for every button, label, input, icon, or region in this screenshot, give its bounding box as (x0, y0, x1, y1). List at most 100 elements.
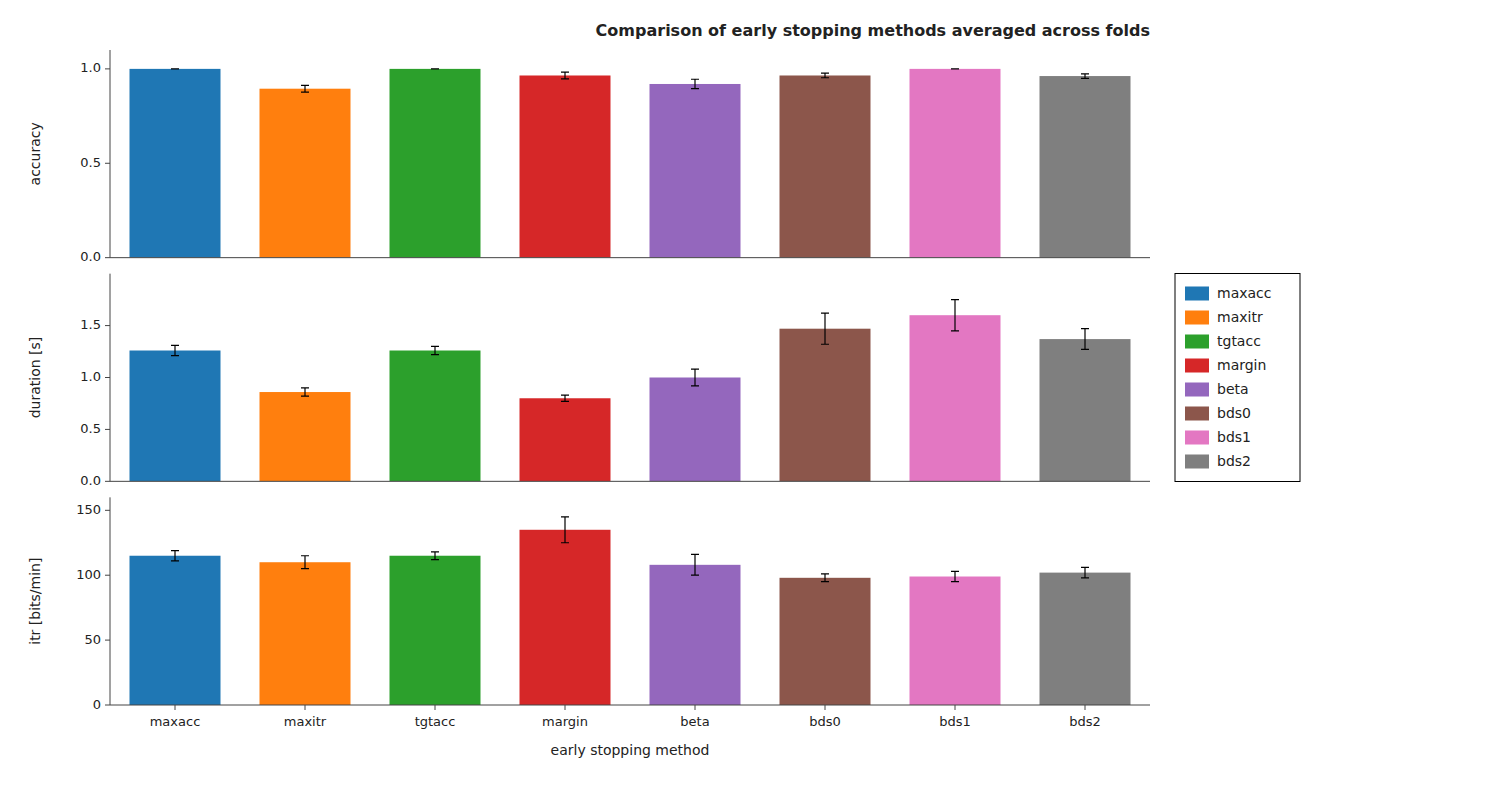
legend-label: beta (1217, 381, 1249, 397)
title: Comparison of early stopping methods ave… (596, 21, 1150, 40)
y-tick-label: 0.0 (80, 249, 101, 264)
legend-label: bds2 (1217, 453, 1251, 469)
y-tick-label: 0 (93, 697, 101, 712)
error-bar (171, 551, 179, 561)
error-bar (301, 388, 309, 396)
bar (650, 84, 741, 258)
error-bar (691, 79, 699, 88)
legend-swatch (1185, 335, 1209, 349)
bar (520, 530, 611, 705)
error-bar (821, 313, 829, 344)
x-tick (435, 705, 436, 710)
bar (650, 565, 741, 705)
error-bar (171, 68, 179, 69)
bar (260, 89, 351, 258)
x-tick (305, 705, 306, 710)
x-axis-line (110, 481, 1150, 482)
x-tick (825, 705, 826, 710)
marks (130, 69, 1131, 258)
bar (260, 562, 351, 705)
y-tick (105, 429, 110, 430)
legend-label: margin (1217, 357, 1266, 373)
error-bar (561, 72, 569, 79)
bar (520, 75, 611, 257)
x-tick (955, 705, 956, 710)
panel: 0.0 0.5 1.0 accuracy Comparison of early sto… (27, 21, 1150, 264)
x-tick-label: margin (542, 714, 588, 729)
error-bar (301, 85, 309, 92)
x-tick (565, 705, 566, 710)
error-bar (561, 517, 569, 543)
y-tick-label: 0.5 (80, 155, 101, 170)
legend-label: maxitr (1217, 309, 1263, 325)
bar (130, 351, 221, 482)
error-bar (431, 552, 439, 560)
x-tick (175, 705, 176, 710)
panel: 050100150maxaccmaxitrtgtaccmarginbetabds… (27, 497, 1150, 758)
bar (910, 69, 1001, 258)
error-bar (821, 73, 829, 78)
legend-swatch (1185, 431, 1209, 445)
chart: 0.0 0.5 1.0 accuracy Comparison of early sto… (0, 0, 1500, 800)
y-tick (105, 68, 110, 69)
y-tick-label: 1.0 (80, 369, 101, 384)
bar (390, 351, 481, 482)
y-axis-label: itr [bits/min] (27, 558, 43, 645)
bar (130, 556, 221, 705)
legend-frame (1175, 274, 1300, 482)
y-tick (105, 705, 110, 706)
x-tick-label: maxacc (150, 714, 201, 729)
y-tick-label: 1.0 (80, 60, 101, 75)
y-axis-label: accuracy (27, 122, 43, 185)
bar (520, 398, 611, 481)
bar (260, 392, 351, 481)
legend-swatch (1185, 311, 1209, 325)
x-tick-label: bds2 (1069, 714, 1101, 729)
legend-label: bds1 (1217, 429, 1251, 445)
error-bar (171, 345, 179, 355)
bar (390, 556, 481, 705)
y-tick-label: 50 (84, 632, 101, 647)
legend: maxaccmaxitrtgtaccmarginbetabds0bds1bds2 (1175, 274, 1300, 482)
error-bar (691, 369, 699, 386)
x-tick-label: maxitr (284, 714, 327, 729)
y-tick (105, 640, 110, 641)
panel: 0.00.51.01.5duration [s] (27, 274, 1150, 488)
bar (390, 69, 481, 258)
x-axis-line (110, 705, 1150, 706)
error-bar (431, 68, 439, 69)
y-tick (105, 575, 110, 576)
x-tick (1085, 705, 1086, 710)
error-bar (1081, 74, 1089, 79)
bar (1040, 573, 1131, 705)
bar (130, 69, 221, 258)
y-tick-label: 0.0 (80, 473, 101, 488)
x-tick-label: beta (680, 714, 709, 729)
x-tick-label: bds0 (809, 714, 841, 729)
y-tick (105, 163, 110, 164)
error-bar (1081, 329, 1089, 350)
bar (650, 378, 741, 482)
bar (910, 315, 1001, 481)
x-axis-label: early stopping method (551, 742, 710, 758)
legend-label: maxacc (1217, 285, 1271, 301)
error-bar (951, 571, 959, 581)
error-bar (561, 395, 569, 401)
x-tick (695, 705, 696, 710)
y-axis-label: duration [s] (27, 337, 43, 419)
error-bar (951, 68, 959, 69)
bar (780, 75, 871, 257)
bar (1040, 76, 1131, 258)
legend-swatch (1185, 383, 1209, 397)
x-tick-label: tgtacc (415, 714, 456, 729)
error-bar (301, 556, 309, 569)
y-tick-label: 100 (76, 567, 101, 582)
legend-swatch (1185, 407, 1209, 421)
x-axis-line (110, 257, 1150, 258)
legend-swatch (1185, 359, 1209, 373)
marks (130, 517, 1131, 705)
error-bar (821, 574, 829, 582)
y-tick (105, 257, 110, 258)
bar (780, 329, 871, 482)
bar (780, 578, 871, 705)
